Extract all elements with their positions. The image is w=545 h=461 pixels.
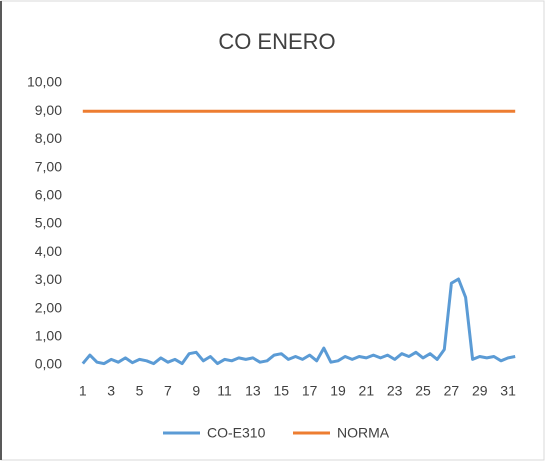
legend-label: NORMA [337,425,390,441]
x-tick-label: 25 [415,383,431,399]
series-line [81,277,516,366]
y-tick-label: 4,00 [35,243,62,259]
x-tick-label: 5 [136,383,144,399]
y-tick-label: 7,00 [35,158,62,174]
x-tick-label: 13 [245,383,261,399]
x-tick-label: 29 [472,383,488,399]
x-tick-label: 17 [302,383,318,399]
y-tick-label: 3,00 [35,271,62,287]
y-tick-label: 9,00 [35,102,62,118]
y-tick-label: 5,00 [35,215,62,231]
y-tick-label: 10,00 [27,74,62,90]
x-tick-label: 1 [79,383,87,399]
x-tick-label: 19 [330,383,346,399]
x-tick-label: 15 [273,383,289,399]
legend-label: CO-E310 [207,425,266,441]
x-tick-label: 3 [107,383,115,399]
x-tick-label: 27 [444,383,460,399]
x-tick-label: 23 [387,383,403,399]
x-tick-label: 11 [217,383,232,399]
chart-title: CO ENERO [218,29,335,54]
x-tick-label: 7 [164,383,172,399]
y-tick-label: 8,00 [35,130,62,146]
y-tick-label: 6,00 [35,187,62,203]
x-tick-label: 9 [192,383,200,399]
x-tick-label: 31 [500,383,516,399]
x-tick-label: 21 [359,383,375,399]
y-tick-label: 1,00 [35,328,62,344]
y-tick-label: 2,00 [35,299,62,315]
y-tick-label: 0,00 [35,356,62,372]
